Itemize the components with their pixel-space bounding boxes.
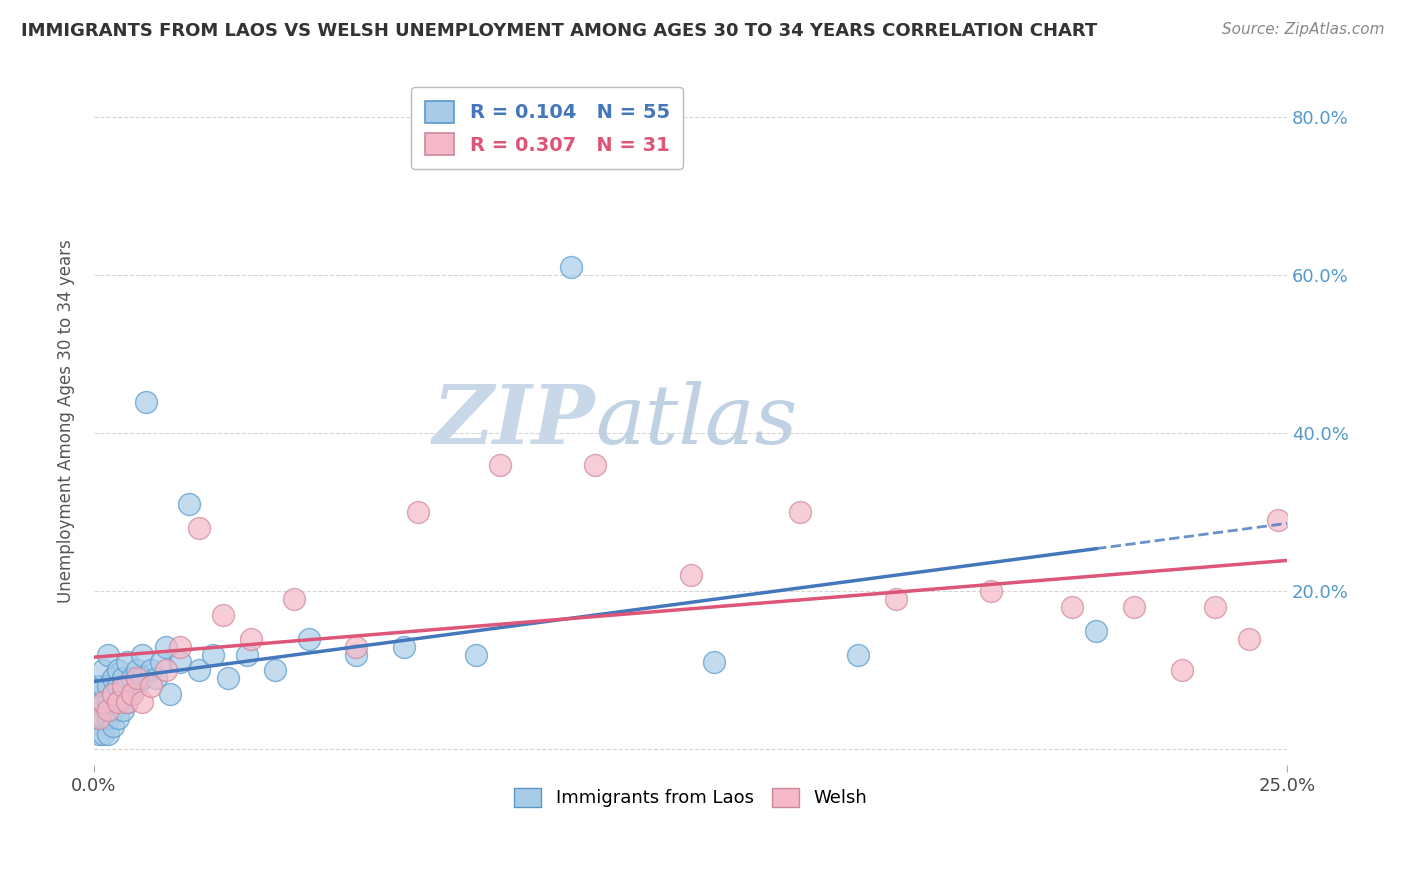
- Point: [346, 640, 368, 654]
- Point: [111, 687, 134, 701]
- Point: [211, 607, 233, 622]
- Text: Source: ZipAtlas.com: Source: ZipAtlas.com: [1222, 22, 1385, 37]
- Point: [87, 695, 110, 709]
- Point: [97, 711, 120, 725]
- Point: [93, 726, 115, 740]
- Point: [117, 679, 139, 693]
- Point: [107, 679, 129, 693]
- Point: [408, 505, 430, 519]
- Point: [87, 679, 110, 693]
- Text: ZIP: ZIP: [433, 381, 595, 461]
- Legend: Immigrants from Laos, Welsh: Immigrants from Laos, Welsh: [506, 780, 875, 814]
- Point: [131, 648, 153, 662]
- Point: [346, 648, 368, 662]
- Point: [169, 640, 191, 654]
- Point: [125, 671, 148, 685]
- Point: [121, 687, 143, 701]
- Point: [131, 671, 153, 685]
- Point: [141, 664, 163, 678]
- Point: [159, 687, 181, 701]
- Point: [488, 458, 510, 472]
- Point: [93, 695, 115, 709]
- Point: [1085, 624, 1108, 638]
- Point: [392, 640, 415, 654]
- Point: [117, 695, 139, 709]
- Point: [1267, 513, 1289, 527]
- Point: [846, 648, 869, 662]
- Point: [121, 687, 143, 701]
- Point: [1237, 632, 1260, 646]
- Point: [117, 656, 139, 670]
- Point: [101, 687, 124, 701]
- Point: [179, 497, 201, 511]
- Point: [111, 679, 134, 693]
- Point: [131, 695, 153, 709]
- Point: [97, 679, 120, 693]
- Point: [97, 703, 120, 717]
- Point: [93, 695, 115, 709]
- Point: [93, 664, 115, 678]
- Point: [117, 695, 139, 709]
- Point: [235, 648, 257, 662]
- Point: [121, 671, 143, 685]
- Point: [93, 679, 115, 693]
- Point: [464, 648, 486, 662]
- Point: [107, 695, 129, 709]
- Point: [884, 592, 907, 607]
- Point: [125, 664, 148, 678]
- Point: [97, 648, 120, 662]
- Point: [980, 584, 1002, 599]
- Point: [264, 664, 287, 678]
- Point: [145, 671, 167, 685]
- Point: [1171, 664, 1194, 678]
- Point: [169, 656, 191, 670]
- Point: [97, 695, 120, 709]
- Point: [87, 726, 110, 740]
- Point: [560, 260, 582, 275]
- Text: atlas: atlas: [595, 381, 797, 461]
- Point: [107, 711, 129, 725]
- Point: [679, 568, 702, 582]
- Point: [87, 711, 110, 725]
- Point: [187, 664, 209, 678]
- Point: [240, 632, 263, 646]
- Y-axis label: Unemployment Among Ages 30 to 34 years: Unemployment Among Ages 30 to 34 years: [58, 239, 75, 603]
- Point: [141, 679, 163, 693]
- Point: [101, 719, 124, 733]
- Point: [187, 521, 209, 535]
- Point: [217, 671, 239, 685]
- Point: [101, 687, 124, 701]
- Point: [125, 679, 148, 693]
- Point: [101, 703, 124, 717]
- Point: [101, 671, 124, 685]
- Text: IMMIGRANTS FROM LAOS VS WELSH UNEMPLOYMENT AMONG AGES 30 TO 34 YEARS CORRELATION: IMMIGRANTS FROM LAOS VS WELSH UNEMPLOYME…: [21, 22, 1097, 40]
- Point: [111, 671, 134, 685]
- Point: [135, 394, 157, 409]
- Point: [1062, 600, 1084, 615]
- Point: [87, 711, 110, 725]
- Point: [789, 505, 811, 519]
- Point: [583, 458, 606, 472]
- Point: [107, 695, 129, 709]
- Point: [155, 640, 177, 654]
- Point: [107, 664, 129, 678]
- Point: [149, 656, 172, 670]
- Point: [93, 711, 115, 725]
- Point: [1123, 600, 1146, 615]
- Point: [202, 648, 225, 662]
- Point: [97, 726, 120, 740]
- Point: [1205, 600, 1227, 615]
- Point: [111, 703, 134, 717]
- Point: [283, 592, 305, 607]
- Point: [703, 656, 725, 670]
- Point: [155, 664, 177, 678]
- Point: [298, 632, 321, 646]
